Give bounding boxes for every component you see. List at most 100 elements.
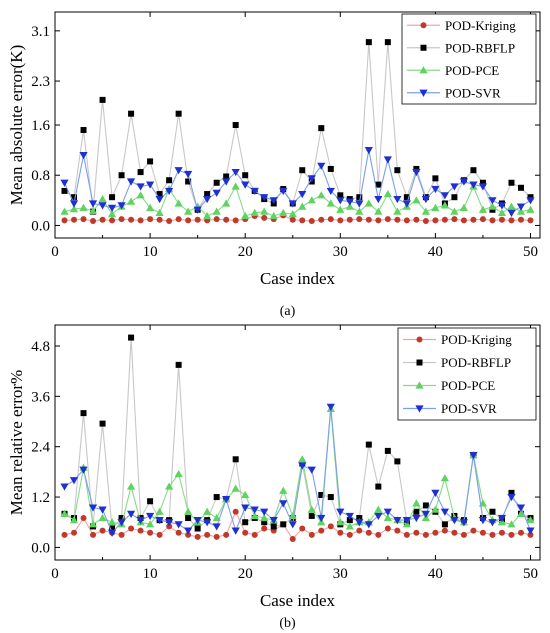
data-point xyxy=(203,519,212,527)
data-point xyxy=(166,523,173,530)
data-point xyxy=(440,192,450,200)
data-point xyxy=(384,525,391,532)
data-point xyxy=(326,199,335,207)
data-point xyxy=(412,514,421,523)
data-point xyxy=(269,211,278,220)
legend-marker xyxy=(420,44,427,51)
data-point xyxy=(450,207,459,215)
data-point xyxy=(185,515,192,522)
x-axis-label: Case index xyxy=(260,269,336,288)
data-point xyxy=(412,499,421,507)
data-point xyxy=(365,216,372,223)
data-point xyxy=(336,518,345,526)
data-point xyxy=(508,531,515,538)
data-point xyxy=(88,520,98,528)
data-point xyxy=(508,217,515,224)
y-tick-label: 2.3 xyxy=(31,74,50,90)
data-point xyxy=(308,531,315,538)
data-point xyxy=(497,208,507,216)
data-point xyxy=(71,529,78,536)
data-point xyxy=(441,521,448,528)
y-tick-label: 1.6 xyxy=(31,118,50,134)
data-point xyxy=(165,482,174,490)
legend-marker xyxy=(420,22,427,29)
data-point xyxy=(80,127,87,134)
data-point xyxy=(250,187,259,196)
data-point xyxy=(109,525,116,532)
data-point xyxy=(308,512,315,519)
data-point xyxy=(232,456,239,463)
data-point xyxy=(356,515,363,522)
data-point xyxy=(155,195,164,204)
series-pod-svr xyxy=(60,403,535,537)
data-point xyxy=(79,466,88,474)
data-point xyxy=(147,216,154,223)
data-point xyxy=(232,508,239,515)
data-point xyxy=(242,519,249,526)
data-point xyxy=(345,198,354,206)
data-point xyxy=(69,200,79,208)
data-point xyxy=(231,182,240,190)
data-point xyxy=(459,178,469,186)
data-point xyxy=(412,196,421,204)
data-point xyxy=(279,486,288,494)
data-point xyxy=(364,521,373,529)
data-point xyxy=(69,516,79,524)
x-tick-label: 50 xyxy=(523,244,538,260)
data-point xyxy=(364,199,373,207)
data-point xyxy=(336,205,345,213)
data-point xyxy=(109,194,116,201)
data-point xyxy=(516,203,526,211)
data-point xyxy=(346,517,353,524)
data-point xyxy=(516,207,526,215)
data-point xyxy=(145,181,155,189)
legend-label: POD-RBFLP xyxy=(441,355,511,370)
data-point xyxy=(337,529,344,536)
series-line xyxy=(64,214,531,222)
data-point xyxy=(298,455,307,463)
data-point xyxy=(374,512,383,521)
data-point xyxy=(107,529,117,537)
data-point xyxy=(440,474,450,482)
data-point xyxy=(516,504,526,512)
data-point xyxy=(298,462,307,470)
data-point xyxy=(99,216,106,223)
data-point xyxy=(194,525,201,532)
series-pod-svr xyxy=(60,147,535,217)
data-point xyxy=(489,217,496,224)
data-point xyxy=(88,206,98,215)
x-tick-label: 10 xyxy=(143,566,158,582)
data-point xyxy=(204,531,211,538)
data-point xyxy=(222,496,231,504)
series-pod-kriging xyxy=(61,212,534,225)
data-point xyxy=(222,178,231,186)
panel-caption: (a) xyxy=(280,304,296,319)
data-point xyxy=(365,39,372,46)
data-point xyxy=(470,167,477,174)
y-axis-label: Mean relative error% xyxy=(7,370,26,515)
series-line xyxy=(64,406,532,534)
data-point xyxy=(98,194,107,203)
data-point xyxy=(147,498,154,505)
data-point xyxy=(422,502,429,509)
data-point xyxy=(184,170,193,179)
data-point xyxy=(99,420,106,427)
data-point xyxy=(118,216,125,223)
data-point xyxy=(326,403,335,411)
data-point xyxy=(117,519,126,527)
data-point xyxy=(260,194,269,202)
data-point xyxy=(375,483,382,490)
y-tick-label: 0.8 xyxy=(31,168,50,184)
data-point xyxy=(98,513,107,522)
data-point xyxy=(393,517,402,525)
data-point xyxy=(403,217,410,224)
data-point xyxy=(60,179,69,187)
data-point xyxy=(421,195,430,204)
x-tick-label: 30 xyxy=(333,566,348,582)
data-point xyxy=(317,191,326,199)
legend-label: POD-PCE xyxy=(441,378,495,393)
data-point xyxy=(98,506,107,514)
data-point xyxy=(241,181,250,189)
data-point xyxy=(147,529,154,536)
